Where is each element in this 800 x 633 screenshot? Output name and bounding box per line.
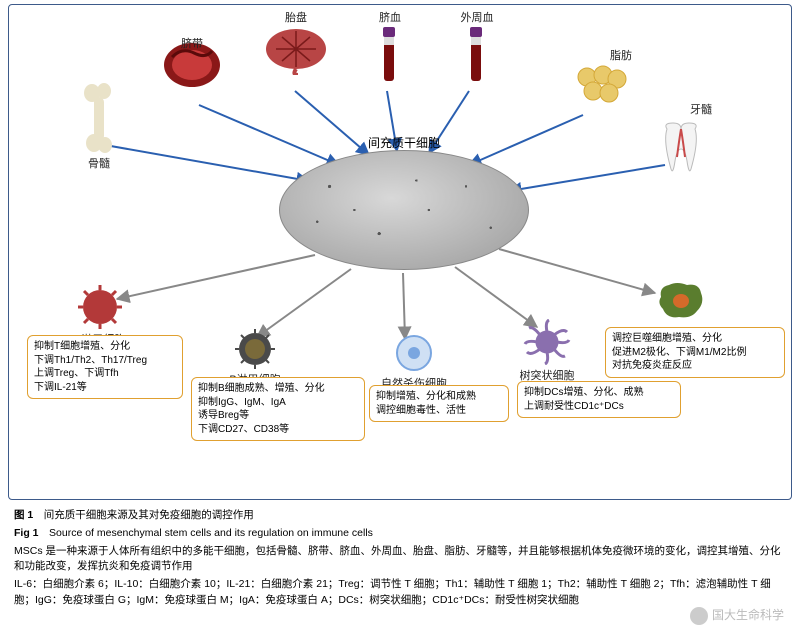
effect-line: 诱导Breg等 xyxy=(198,409,358,423)
watermark-text: 国大生命科学 xyxy=(712,608,784,622)
effect-line: 下调CD27、CD38等 xyxy=(198,423,358,437)
central-msc: 间充质干细胞 xyxy=(279,150,529,280)
fig-title-en: Source of mesenchymal stem cells and its… xyxy=(49,527,373,539)
dc-cell-icon xyxy=(522,319,572,365)
effect-line: 调控巨噬细胞增殖、分化 xyxy=(612,332,778,346)
central-label: 间充质干细胞 xyxy=(279,134,529,151)
source-cord-blood: 脐血 xyxy=(365,9,415,89)
figure-caption: 图 1 间充质干细胞来源及其对免疫细胞的调控作用 Fig 1 Source of… xyxy=(14,508,786,611)
msc-oval-icon xyxy=(279,150,529,270)
nk-cell-icon xyxy=(393,333,435,373)
wechat-icon xyxy=(690,607,708,625)
source-umbilical-cord: 脐带 xyxy=(157,37,227,107)
effect-line: 上调耐受性CD1c⁺DCs xyxy=(524,400,674,414)
effect-line: 抑制增殖、分化和成熟 xyxy=(376,390,502,404)
effect-line: 抑制IgG、IgM、IgA xyxy=(198,396,358,410)
source-label: 脐带 xyxy=(157,35,227,51)
source-label: 外周血 xyxy=(447,9,507,25)
effect-line: 下调IL-21等 xyxy=(34,381,176,395)
effects-b-cell: 抑制B细胞成熟、增殖、分化抑制IgG、IgM、IgA诱导Breg等下调CD27、… xyxy=(191,377,365,441)
source-label: 骨髓 xyxy=(69,155,129,171)
source-label: 脂肪 xyxy=(591,47,651,63)
b-cell-icon xyxy=(234,329,276,369)
fig-abbreviations: IL-6：白细胞介素 6；IL-10：白细胞介素 10；IL-21：白细胞介素 … xyxy=(14,577,786,609)
effect-line: 抑制DCs增殖、分化、成熟 xyxy=(524,386,674,400)
effects-t-cell: 抑制T细胞增殖、分化下调Th1/Th2、Th17/Treg上调Treg、下调Tf… xyxy=(27,335,183,399)
effects-nk-cell: 抑制增殖、分化和成熟调控细胞毒性、活性 xyxy=(369,385,509,422)
effect-line: 促进M2极化、下调M1/M2比例 xyxy=(612,346,778,360)
effect-line: 抑制B细胞成熟、增殖、分化 xyxy=(198,382,358,396)
watermark: 国大生命科学 xyxy=(684,604,790,627)
source-placenta: 胎盘 xyxy=(261,9,331,77)
tube-icon xyxy=(462,25,492,87)
effect-line: 上调Treg、下调Tfh xyxy=(34,367,176,381)
source-label: 胎盘 xyxy=(261,9,331,25)
effect-line: 对抗免疫炎症反应 xyxy=(612,359,778,373)
fig-title-zh: 间充质干细胞来源及其对免疫细胞的调控作用 xyxy=(44,509,254,521)
source-label: 脐血 xyxy=(365,9,415,25)
effects-dc-cell: 抑制DCs增殖、分化、成熟上调耐受性CD1c⁺DCs xyxy=(517,381,681,418)
fig-description: MSCs 是一种来源于人体所有组织中的多能干细胞，包括骨髓、脐带、脐血、外周血、… xyxy=(14,544,786,576)
macrophage-icon xyxy=(655,279,707,323)
effects-macrophage: 调控巨噬细胞增殖、分化促进M2极化、下调M1/M2比例对抗免疫炎症反应 xyxy=(605,327,785,378)
source-bone-marrow: 骨髓 xyxy=(69,83,129,171)
fig-label-zh: 图 1 xyxy=(14,509,33,521)
t-cell-icon xyxy=(76,285,124,329)
effect-line: 调控细胞毒性、活性 xyxy=(376,404,502,418)
tooth-icon xyxy=(659,121,703,177)
fat-icon xyxy=(573,63,629,107)
source-label: 牙髓 xyxy=(671,101,731,117)
tube-icon xyxy=(375,25,405,87)
fig-label-en: Fig 1 xyxy=(14,527,39,539)
effect-line: 下调Th1/Th2、Th17/Treg xyxy=(34,354,176,368)
bone-icon xyxy=(80,83,118,153)
effect-line: 抑制T细胞增殖、分化 xyxy=(34,340,176,354)
target-dc-cell: 树突状细胞 xyxy=(507,319,587,383)
diagram-canvas: 间充质干细胞 骨髓 脐带 胎盘 脐血 外周血 脂肪 牙髓 T淋巴细胞 xyxy=(8,4,792,500)
source-fat: 脂肪 xyxy=(571,47,631,109)
placenta-icon xyxy=(264,25,328,75)
target-nk-cell: 自然杀伤细胞 xyxy=(369,333,459,391)
source-peripheral-blood: 外周血 xyxy=(447,9,507,89)
source-dental-pulp: 牙髓 xyxy=(651,105,711,179)
